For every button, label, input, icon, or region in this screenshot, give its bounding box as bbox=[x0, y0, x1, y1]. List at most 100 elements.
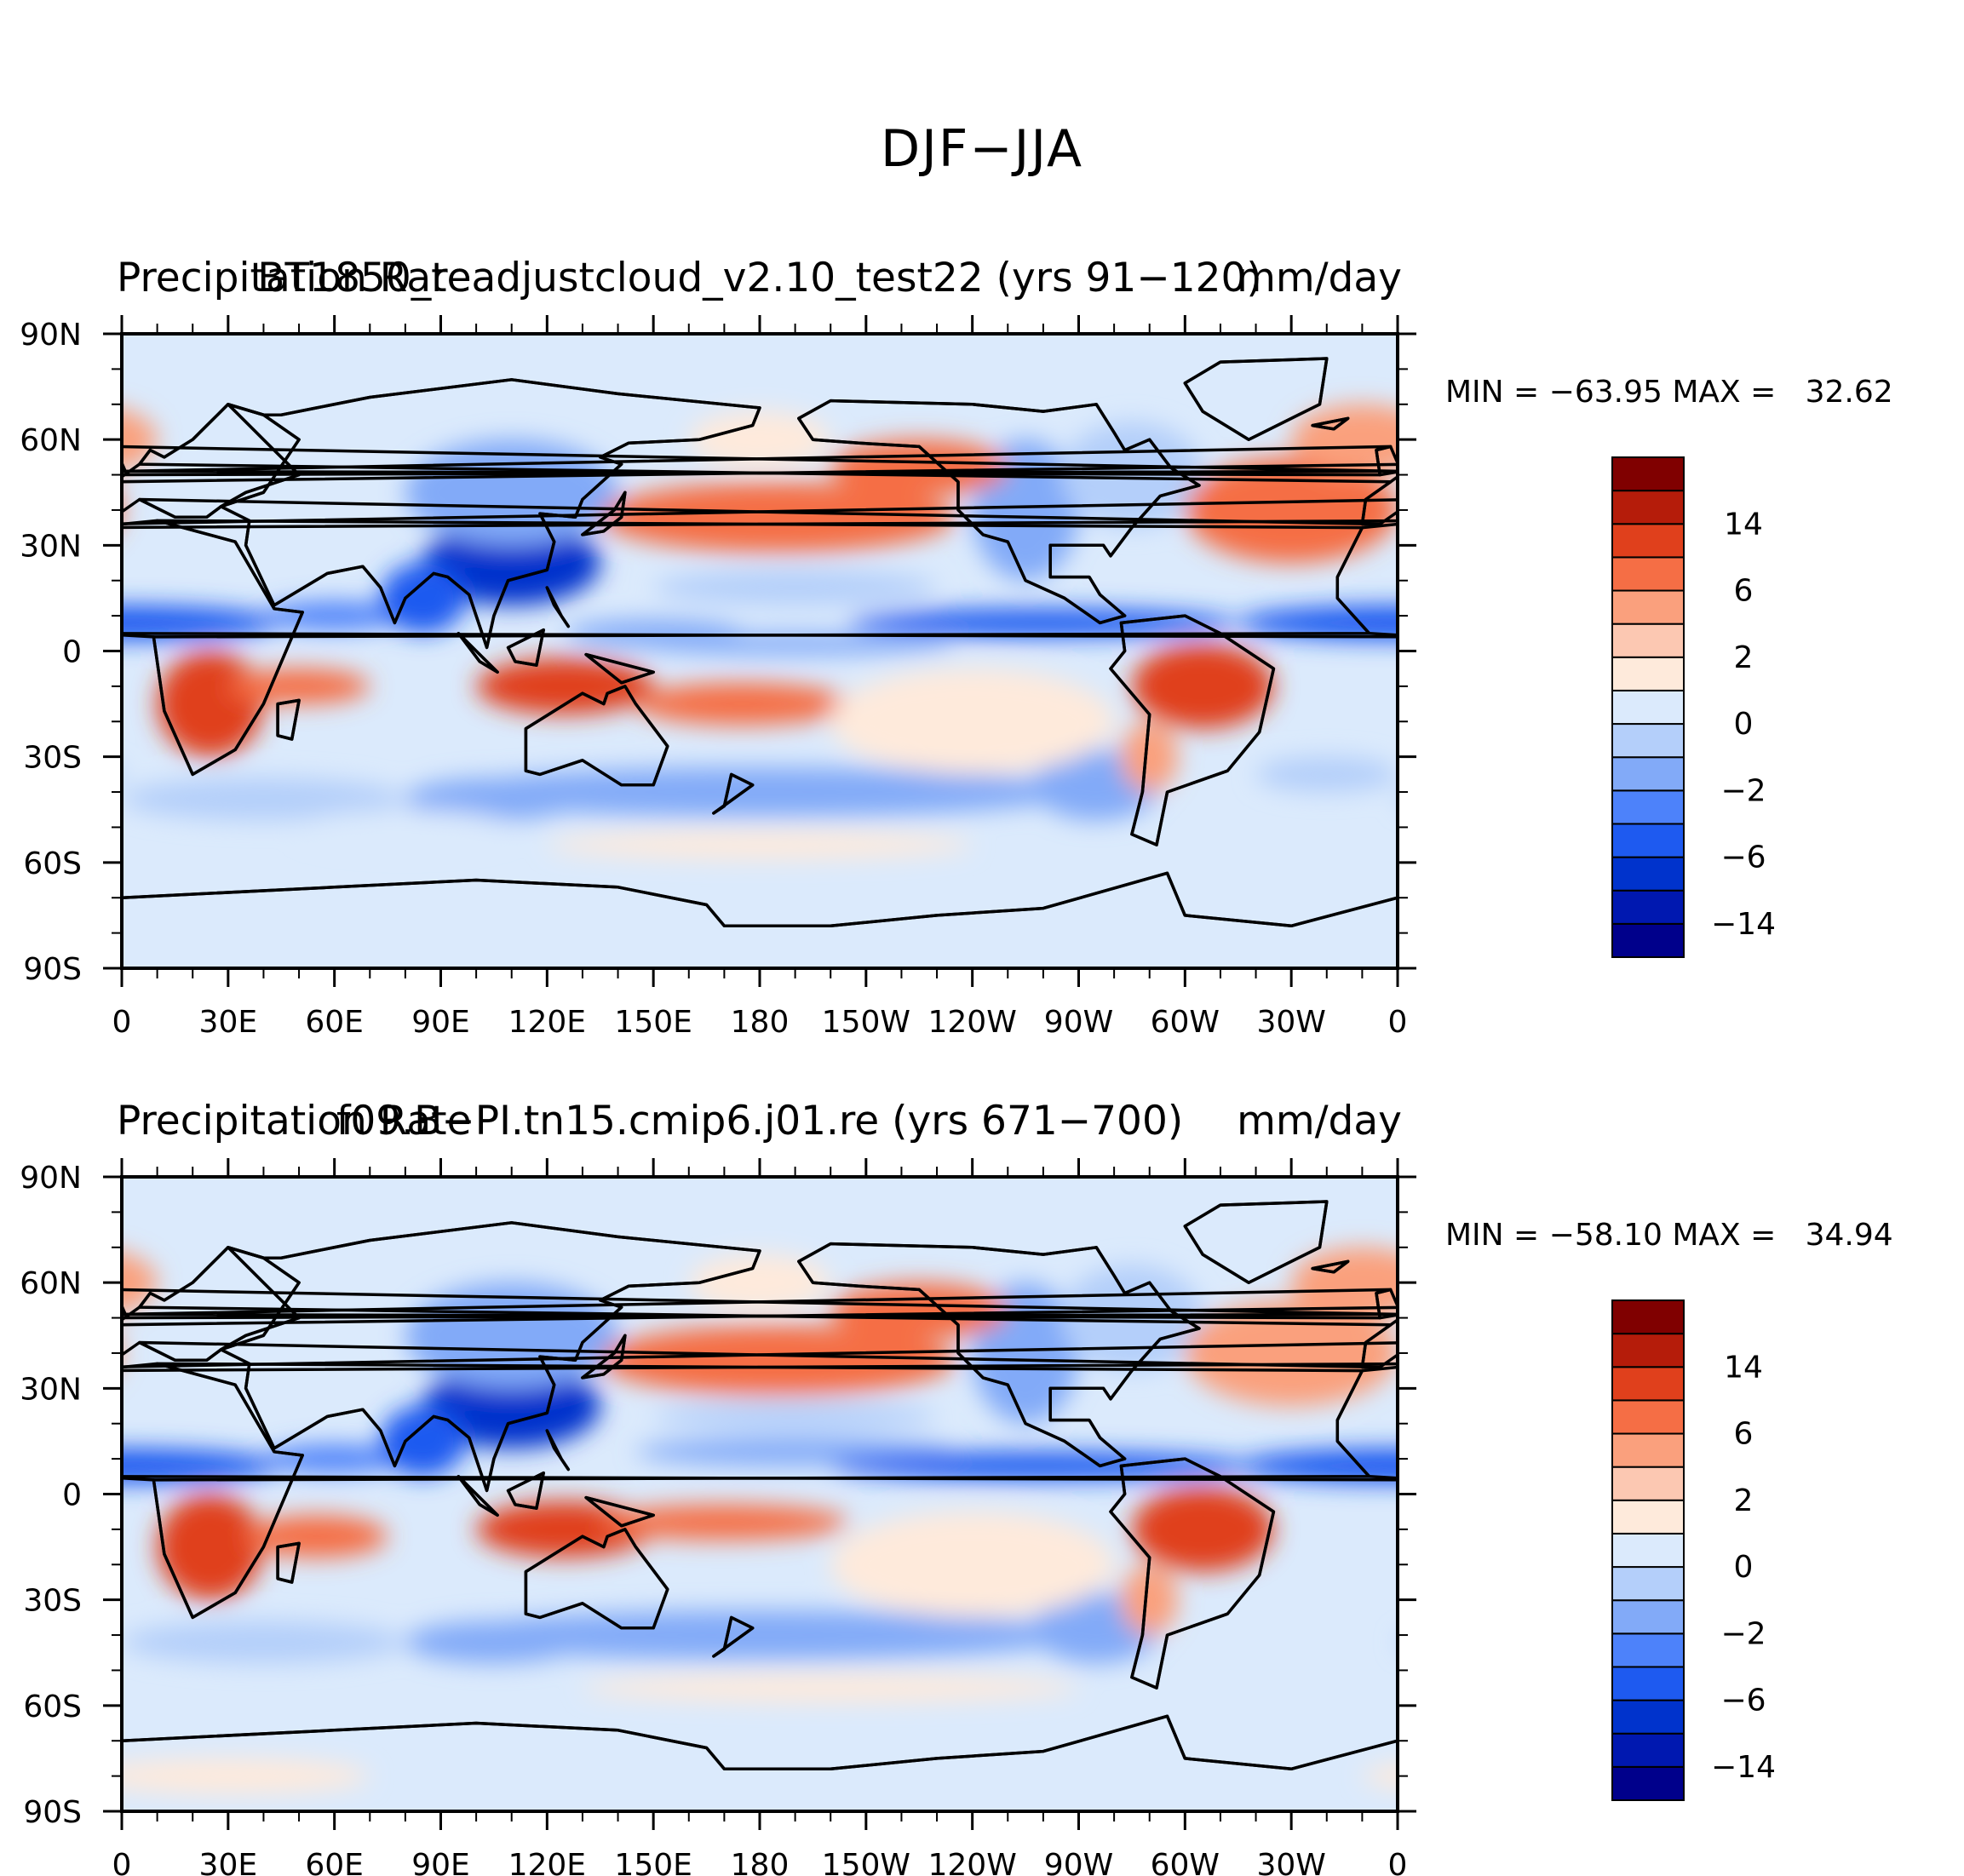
field-patch bbox=[653, 1402, 938, 1431]
y-tick-label: 60N bbox=[20, 423, 82, 458]
field-patch bbox=[1121, 1564, 1179, 1636]
colorbar-box bbox=[1611, 523, 1685, 559]
field-patch bbox=[122, 777, 405, 821]
field-patch bbox=[405, 1621, 583, 1664]
field-patch bbox=[830, 1512, 1115, 1618]
coastline-sumatra bbox=[457, 632, 499, 674]
panel-title-center: BT1850_readjustcloud_v2.10_test22 (yrs 9… bbox=[257, 255, 1262, 301]
colorbar: 14 6 2 0 −2 −6 −14 bbox=[1611, 456, 1776, 959]
coastline-europe-east bbox=[122, 1246, 301, 1362]
field-patch bbox=[600, 1324, 955, 1396]
coastline-greenland bbox=[1183, 357, 1329, 441]
colorbar-box bbox=[1611, 1532, 1685, 1569]
colorbar-box bbox=[1611, 1765, 1685, 1802]
field-patch bbox=[1858, 1674, 1964, 1702]
colorbar-box bbox=[1611, 1366, 1685, 1402]
y-tick-label: 0 bbox=[62, 1478, 82, 1513]
colorbar-box bbox=[1611, 723, 1685, 759]
colorbar-box bbox=[1611, 1666, 1685, 1701]
panel-title-center: f09.B−PI.tn15.cmip6.j01.re (yrs 671−700) bbox=[336, 1098, 1183, 1145]
panel-title-left: Precipitation Rate bbox=[117, 255, 471, 301]
min-max-stats: MIN = −58.10 MAX = 34.94 bbox=[1445, 1218, 1893, 1253]
colorbar-label: −2 bbox=[1720, 1616, 1766, 1651]
colorbar-box bbox=[1611, 1466, 1685, 1501]
field-patch bbox=[1433, 651, 1540, 757]
field-patch bbox=[1752, 658, 1929, 714]
colorbar-box bbox=[1611, 1566, 1685, 1602]
field-patch bbox=[1291, 404, 1398, 475]
field-patch bbox=[635, 633, 955, 655]
field-patch bbox=[422, 520, 600, 605]
x-tick-label: 30W bbox=[1256, 1005, 1325, 1040]
colorbar-box bbox=[1611, 856, 1685, 892]
field-patch bbox=[157, 651, 264, 757]
colorbar-box bbox=[1611, 589, 1685, 625]
colorbar-box bbox=[1611, 1732, 1685, 1768]
coastline-africa bbox=[122, 519, 1398, 639]
colorbar-box bbox=[1611, 1632, 1685, 1668]
coastline-borneo bbox=[506, 628, 545, 667]
panel-title-right: mm/day bbox=[1237, 255, 1402, 301]
x-tick-label: 150W bbox=[822, 1005, 910, 1040]
coastline-madagascar bbox=[276, 1541, 301, 1584]
colorbar-label: −6 bbox=[1720, 840, 1766, 875]
x-tick-label: 150E bbox=[614, 1848, 692, 1876]
x-tick-label: 150W bbox=[822, 1848, 910, 1876]
coastline-uk-west bbox=[1375, 1288, 1398, 1320]
coastline-uk bbox=[122, 1288, 1398, 1320]
colorbar-box bbox=[1611, 889, 1685, 925]
colorbar-box bbox=[1611, 490, 1685, 525]
coastline-uk bbox=[122, 445, 1398, 477]
field-patch bbox=[653, 570, 938, 605]
field-patch bbox=[380, 563, 466, 634]
field-patch bbox=[1291, 1247, 1398, 1318]
coastline-africa-east bbox=[122, 1362, 304, 1620]
field-patch bbox=[600, 1504, 849, 1540]
y-tick-label: 90S bbox=[23, 952, 82, 987]
colorbar-label: 14 bbox=[1724, 507, 1763, 542]
field-patch bbox=[1681, 778, 1858, 821]
x-tick-label: 60W bbox=[1151, 1848, 1220, 1876]
colorbar-label: −14 bbox=[1711, 907, 1776, 942]
field-patch bbox=[122, 614, 140, 632]
field-patch bbox=[1929, 570, 1964, 605]
colorbar: 14 6 2 0 −2 −6 −14 bbox=[1611, 1299, 1776, 1802]
coastline-madagascar bbox=[276, 698, 301, 741]
colorbar-box bbox=[1611, 1299, 1685, 1335]
x-tick-label: 120W bbox=[928, 1005, 1017, 1040]
colorbar-box bbox=[1611, 1399, 1685, 1435]
colorbar-box bbox=[1611, 1333, 1685, 1368]
field-patch bbox=[1752, 1501, 1929, 1558]
colorbar-box bbox=[1611, 1432, 1685, 1468]
field-patch bbox=[440, 767, 1079, 818]
colorbar-box bbox=[1611, 823, 1685, 858]
colorbar-box bbox=[1611, 622, 1685, 658]
coastline-new-zealand bbox=[712, 1615, 755, 1658]
coastline-asia bbox=[219, 378, 761, 650]
x-tick-label: 30E bbox=[199, 1005, 258, 1040]
colorbar-label: 0 bbox=[1734, 1550, 1754, 1585]
y-tick-label: 30N bbox=[20, 529, 82, 564]
y-tick-label: 30S bbox=[23, 741, 82, 776]
y-tick-label: 60S bbox=[23, 1690, 82, 1724]
coastline-philippines bbox=[545, 1429, 571, 1472]
colorbar-box bbox=[1611, 689, 1685, 726]
coastline-asia bbox=[219, 1221, 761, 1493]
field-patch bbox=[122, 1457, 140, 1475]
field-patch bbox=[1911, 683, 1964, 726]
coastline-greenland bbox=[1183, 1200, 1329, 1284]
field-patch bbox=[1131, 644, 1274, 729]
coastlines bbox=[122, 357, 1398, 968]
field-patch bbox=[1238, 608, 1398, 637]
colorbar-label: 2 bbox=[1734, 640, 1754, 675]
coastline-japan bbox=[581, 491, 627, 536]
x-tick-label: 180 bbox=[731, 1005, 790, 1040]
x-tick-label: 90W bbox=[1044, 1848, 1113, 1876]
field-patch bbox=[1433, 1494, 1540, 1600]
colorbar-box bbox=[1611, 656, 1685, 691]
y-tick-label: 60S bbox=[23, 846, 82, 881]
field-patch bbox=[1362, 1764, 1398, 1788]
field-patch bbox=[405, 777, 583, 821]
x-tick-label: 120E bbox=[508, 1005, 586, 1040]
x-tick-label: 120W bbox=[928, 1848, 1017, 1876]
